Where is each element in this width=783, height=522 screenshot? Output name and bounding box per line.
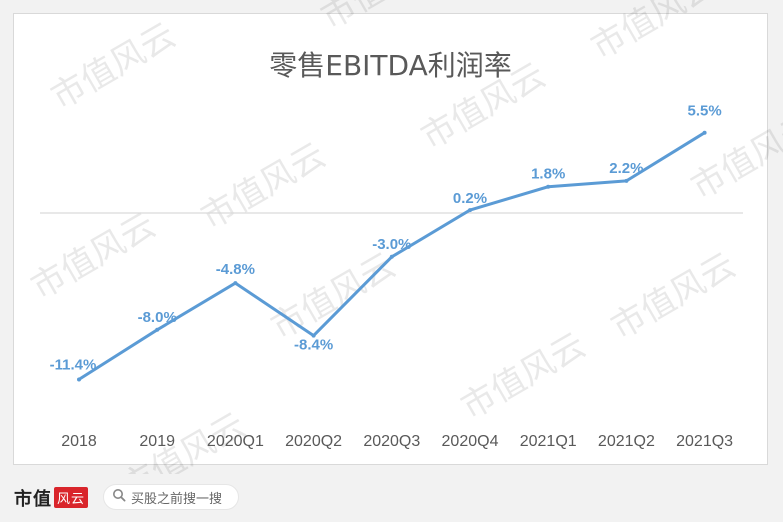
data-point xyxy=(468,208,472,213)
data-label: 2.2% xyxy=(609,160,643,177)
chart-title: 零售EBITDA利润率 xyxy=(269,49,512,82)
search-placeholder: 买股之前搜一搜 xyxy=(131,490,223,506)
search-icon xyxy=(112,488,126,507)
x-tick-label: 2021Q2 xyxy=(598,433,655,450)
watermark-text: 市值风云 xyxy=(685,105,783,208)
x-tick-label: 2021Q3 xyxy=(676,433,733,450)
watermark-text: 市值风云 xyxy=(455,325,593,428)
x-tick-label: 2020Q2 xyxy=(285,433,342,450)
data-label: -11.4% xyxy=(50,356,97,373)
watermark-text: 市值风云 xyxy=(45,15,183,118)
data-label: -8.4% xyxy=(294,337,333,354)
data-point xyxy=(311,333,316,338)
data-point xyxy=(77,377,81,382)
data-label: -4.8% xyxy=(216,261,255,278)
brand-name: 市值 xyxy=(14,489,52,510)
x-tick-label: 2021Q1 xyxy=(520,433,577,450)
x-tick-label: 2020Q3 xyxy=(363,433,420,450)
brand-stamp: 风云 xyxy=(54,487,89,508)
data-label: -3.0% xyxy=(372,236,411,253)
chart-area: 零售EBITDA利润率 xyxy=(13,13,768,465)
x-tick-label: 2020Q4 xyxy=(442,433,499,450)
search-box[interactable]: 买股之前搜一搜 xyxy=(103,484,239,510)
data-label: 0.2% xyxy=(453,190,487,207)
x-tick-label: 2020Q1 xyxy=(207,433,264,450)
watermark-text: 市值风云 xyxy=(585,0,723,68)
data-point xyxy=(389,254,394,259)
x-tick-label: 2019 xyxy=(139,433,175,450)
watermark-text: 市值风云 xyxy=(605,245,743,348)
watermark-text: 市值风云 xyxy=(415,55,553,158)
watermark-text: 市值风云 xyxy=(265,245,403,348)
data-label: 5.5% xyxy=(687,103,721,120)
data-label: 1.8% xyxy=(531,166,565,183)
data-point xyxy=(546,184,551,189)
data-point xyxy=(624,178,629,183)
watermark-text: 市值风云 xyxy=(195,135,333,238)
data-label: -8.0% xyxy=(138,309,177,326)
brand-logo: 市值 风云 xyxy=(14,485,89,511)
x-tick-label: 2018 xyxy=(61,433,97,450)
data-point xyxy=(233,281,238,286)
watermark-text: 市值风云 xyxy=(25,205,163,308)
line-chart: 市值风云市值风云市值风云市值风云市值风云市值风云市值风云市值风云市值风云市值风云… xyxy=(25,0,783,474)
footer-bar: 市值 风云 买股之前搜一搜 xyxy=(0,474,783,522)
watermark-text: 市值风云 xyxy=(315,0,453,38)
data-point xyxy=(702,130,707,135)
data-point xyxy=(155,327,160,332)
